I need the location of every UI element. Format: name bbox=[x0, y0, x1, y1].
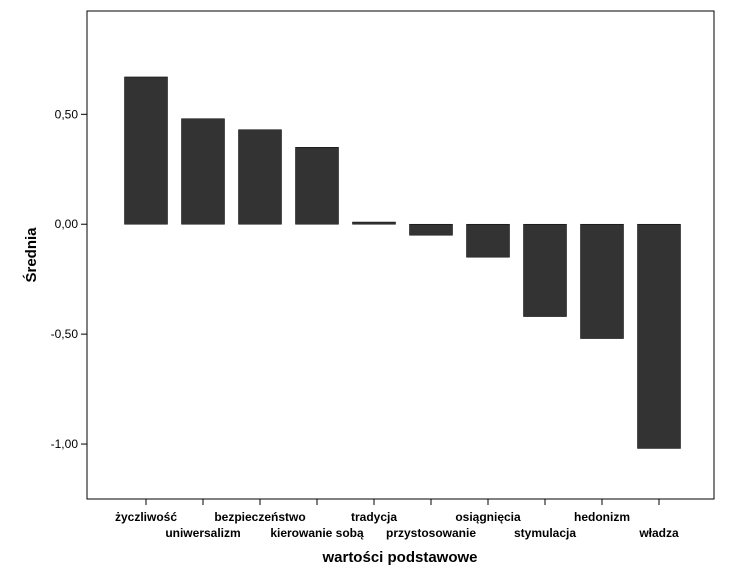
bar-1 bbox=[181, 118, 225, 225]
x-tick-label: osiągnięcia bbox=[455, 510, 521, 524]
bar-3 bbox=[295, 147, 339, 225]
bar-7 bbox=[523, 223, 567, 317]
y-tick-label: 0,00 bbox=[55, 217, 79, 231]
y-tick-label: -1,00 bbox=[51, 437, 79, 451]
x-tick-label: życzliwość bbox=[115, 510, 177, 524]
x-tick-label: uniwersalizm bbox=[165, 526, 240, 540]
bar-5 bbox=[409, 223, 453, 236]
bar-9 bbox=[637, 223, 681, 449]
y-tick-label: 0,50 bbox=[55, 107, 79, 121]
y-axis-label: Średnia bbox=[22, 227, 40, 283]
x-axis-label: wartości podstawowe bbox=[321, 549, 477, 566]
bar-2 bbox=[238, 129, 282, 225]
y-axis: 0,50 0,00 -0,50 -1,00 bbox=[51, 107, 87, 451]
bar-4 bbox=[352, 221, 396, 225]
x-tick-label: stymulacja bbox=[514, 526, 576, 540]
x-tick-label: bezpieczeństwo bbox=[214, 510, 305, 524]
x-tick-label: hedonizm bbox=[574, 510, 630, 524]
y-tick-label: -0,50 bbox=[51, 327, 79, 341]
x-axis: życzliwość uniwersalizm bezpieczeństwo kier… bbox=[115, 499, 679, 540]
bar-8 bbox=[580, 223, 624, 339]
x-tick-label: tradycja bbox=[351, 510, 397, 524]
bar-6 bbox=[466, 223, 510, 258]
x-tick-label: władza bbox=[638, 526, 679, 540]
bars bbox=[124, 76, 681, 449]
x-tick-label: kierowanie sobą bbox=[270, 526, 364, 540]
bar-0 bbox=[124, 76, 168, 225]
x-tick-label: przystosowanie bbox=[386, 526, 476, 540]
